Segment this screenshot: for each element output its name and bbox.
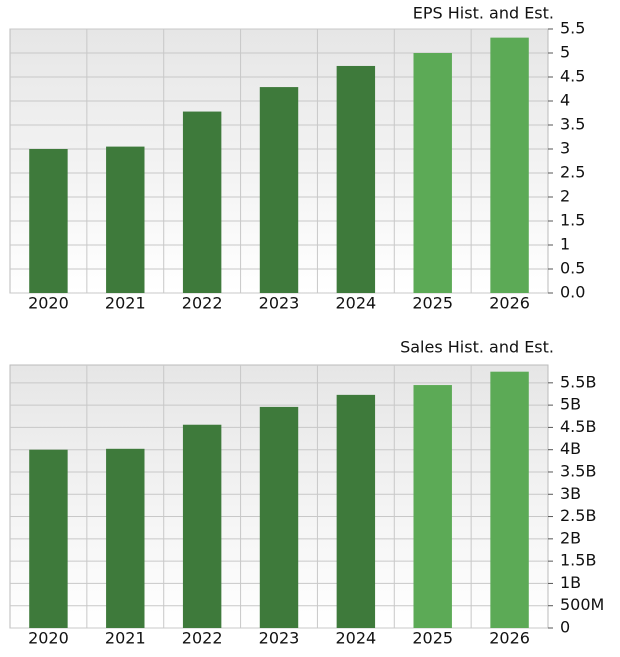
x-tick-label: 2025 [412, 629, 453, 648]
y-tick-label: 5B [560, 395, 581, 414]
y-tick-label: 4.5B [560, 417, 596, 436]
y-tick-label: 0.0 [560, 283, 585, 302]
y-tick-label: 5 [560, 43, 570, 62]
x-tick-label: 2020 [28, 629, 69, 648]
bar [413, 53, 452, 293]
y-tick-label: 3.5B [560, 461, 596, 480]
bar [336, 65, 376, 294]
x-tick-label: 2021 [105, 294, 146, 313]
bar [106, 448, 145, 628]
y-tick-label: 4 [560, 91, 570, 110]
y-tick-label: 4.5 [560, 67, 585, 86]
y-tick-label: 3B [560, 484, 581, 503]
y-tick-label: 0 [560, 618, 570, 637]
bar [182, 111, 222, 293]
x-tick-label: 2020 [28, 294, 69, 313]
bar [29, 149, 68, 293]
y-tick-label: 500M [560, 595, 604, 614]
bar [29, 449, 68, 628]
x-tick-label: 2024 [335, 629, 376, 648]
bar [490, 371, 529, 628]
x-tick-label: 2024 [335, 294, 376, 313]
y-tick-label: 2.5 [560, 163, 585, 182]
chart-title: Sales Hist. and Est. [400, 338, 554, 357]
x-tick-label: 2022 [182, 629, 223, 648]
bar [259, 406, 299, 628]
y-tick-label: 5.5 [560, 19, 585, 38]
y-tick-label: 2.5B [560, 506, 596, 525]
y-tick-label: 5.5B [560, 372, 596, 391]
y-tick-label: 3 [560, 139, 570, 158]
y-tick-label: 1.5B [560, 551, 596, 570]
x-tick-label: 2026 [489, 629, 530, 648]
bar [336, 394, 376, 628]
y-tick-label: 0.5 [560, 259, 585, 278]
x-tick-label: 2025 [412, 294, 453, 313]
chart-title: EPS Hist. and Est. [413, 4, 554, 23]
y-tick-label: 4B [560, 439, 581, 458]
bar [106, 146, 145, 293]
x-tick-label: 2026 [489, 294, 530, 313]
y-tick-label: 1.5 [560, 211, 585, 230]
bar [490, 37, 529, 293]
bar [182, 424, 222, 628]
y-tick-label: 2B [560, 528, 581, 547]
x-tick-label: 2023 [259, 629, 300, 648]
y-tick-label: 1B [560, 573, 581, 592]
y-tick-label: 3.5 [560, 115, 585, 134]
y-tick-label: 1 [560, 235, 570, 254]
x-tick-label: 2022 [182, 294, 223, 313]
y-tick-label: 2 [560, 187, 570, 206]
bar [259, 87, 299, 293]
x-tick-label: 2021 [105, 629, 146, 648]
x-tick-label: 2023 [259, 294, 300, 313]
bar [413, 385, 452, 628]
